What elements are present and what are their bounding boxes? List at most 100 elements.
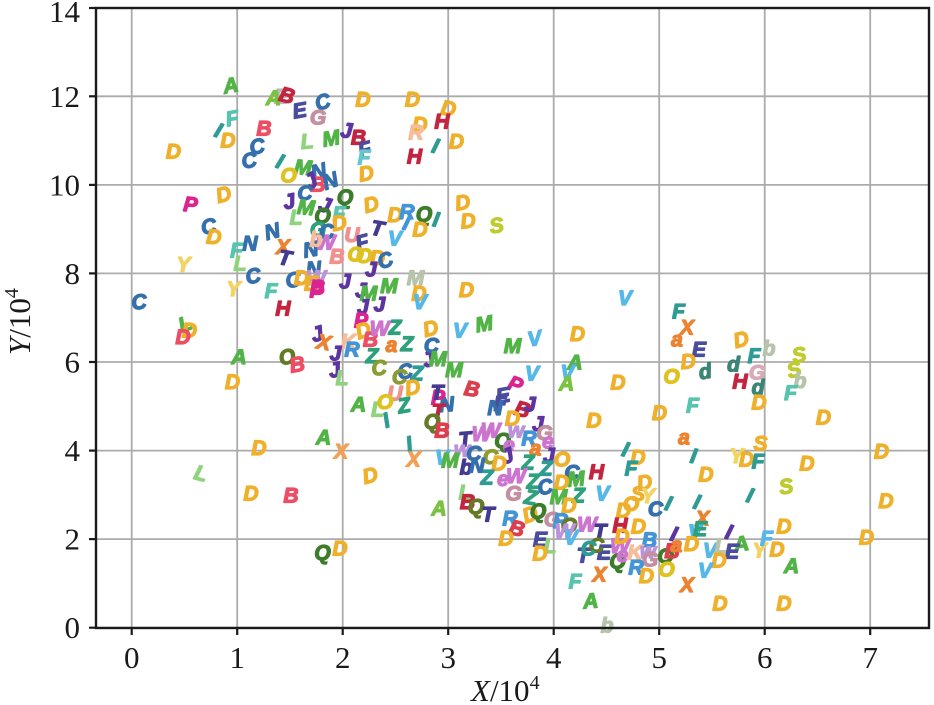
- svg-text:J: J: [543, 445, 556, 468]
- svg-text:C: C: [371, 356, 389, 380]
- svg-text:D: D: [776, 593, 791, 616]
- svg-text:b: b: [794, 370, 807, 393]
- svg-text:B: B: [462, 377, 481, 402]
- svg-text:D: D: [175, 326, 190, 349]
- svg-text:U: U: [344, 224, 360, 247]
- svg-text:S: S: [790, 343, 808, 368]
- svg-text:B: B: [434, 420, 449, 443]
- svg-text:C: C: [312, 89, 333, 115]
- svg-text:C: C: [297, 182, 313, 205]
- svg-text:C: C: [284, 268, 304, 293]
- svg-text:L: L: [371, 399, 384, 422]
- svg-text:D: D: [449, 131, 464, 154]
- svg-text:V: V: [525, 363, 541, 386]
- svg-text:S: S: [631, 483, 645, 506]
- svg-text:W: W: [370, 318, 392, 341]
- svg-text:M: M: [360, 283, 378, 306]
- svg-text:E: E: [725, 541, 740, 564]
- svg-text:b: b: [601, 615, 614, 638]
- svg-text:J: J: [365, 259, 378, 282]
- svg-text:d: d: [727, 354, 741, 377]
- svg-text:E: E: [274, 86, 289, 109]
- svg-text:D: D: [411, 283, 426, 306]
- svg-text:V: V: [564, 527, 580, 550]
- svg-text:J: J: [339, 271, 352, 294]
- svg-text:M: M: [445, 359, 463, 382]
- svg-text:P: P: [354, 310, 369, 333]
- svg-text:R: R: [399, 201, 415, 224]
- svg-text:C: C: [466, 443, 482, 466]
- svg-text:A: A: [558, 373, 574, 396]
- svg-text:D: D: [355, 89, 370, 112]
- svg-text:B: B: [642, 529, 657, 552]
- svg-text:H: H: [275, 298, 291, 321]
- svg-text:W: W: [610, 535, 632, 558]
- svg-text:E: E: [304, 273, 319, 296]
- svg-text:V: V: [560, 362, 576, 385]
- svg-text:D: D: [630, 447, 645, 470]
- svg-text:C: C: [564, 462, 580, 485]
- svg-text:M: M: [380, 275, 398, 298]
- svg-text:J: J: [524, 394, 537, 417]
- svg-text:4: 4: [546, 640, 562, 675]
- svg-text:V: V: [388, 228, 404, 251]
- svg-text:a: a: [530, 438, 542, 461]
- svg-text:6: 6: [65, 345, 81, 380]
- svg-text:E: E: [597, 542, 612, 565]
- svg-text:D: D: [731, 327, 752, 353]
- svg-text:M: M: [474, 312, 496, 338]
- svg-text:M: M: [441, 450, 459, 473]
- svg-text:L: L: [715, 535, 728, 558]
- svg-text:w: w: [508, 420, 526, 443]
- svg-text:0: 0: [124, 640, 140, 675]
- svg-text:D: D: [878, 490, 893, 513]
- svg-text:Z: Z: [521, 452, 536, 475]
- svg-text:X: X: [694, 508, 711, 531]
- svg-text:D: D: [387, 204, 402, 227]
- svg-text:X: X: [679, 574, 696, 597]
- svg-text:B: B: [664, 540, 679, 563]
- svg-text:D: D: [776, 516, 791, 539]
- svg-text:Y: Y: [641, 485, 657, 508]
- svg-text:D: D: [220, 130, 235, 153]
- svg-text:C: C: [581, 538, 597, 561]
- svg-text:D: D: [799, 453, 814, 476]
- svg-text:D: D: [711, 550, 726, 573]
- svg-text:e: e: [617, 544, 629, 567]
- svg-text:D: D: [652, 402, 667, 425]
- svg-text:C: C: [240, 148, 260, 173]
- svg-text:G: G: [310, 107, 326, 130]
- svg-text:F: F: [748, 345, 762, 368]
- svg-text:D: D: [570, 323, 585, 346]
- svg-text:H: H: [407, 146, 423, 169]
- svg-text:D: D: [684, 533, 699, 556]
- svg-text:V: V: [435, 447, 451, 470]
- svg-text:M: M: [407, 267, 425, 290]
- svg-text:B: B: [310, 174, 325, 197]
- svg-text:C: C: [244, 264, 264, 289]
- svg-text:O: O: [561, 515, 577, 538]
- svg-text:S: S: [777, 474, 795, 499]
- svg-text:b: b: [460, 457, 473, 480]
- svg-text:D: D: [816, 407, 831, 430]
- svg-text:F: F: [569, 571, 583, 594]
- svg-text:O: O: [658, 559, 674, 582]
- svg-text:D: D: [225, 371, 240, 394]
- svg-text:6: 6: [757, 640, 773, 675]
- svg-text:B: B: [512, 397, 533, 423]
- svg-text:D: D: [769, 539, 784, 562]
- svg-text:D: D: [460, 209, 477, 233]
- svg-text:S: S: [785, 358, 804, 384]
- svg-text:D: D: [554, 472, 569, 495]
- svg-text:H: H: [589, 461, 605, 484]
- svg-text:B: B: [310, 277, 325, 300]
- svg-text:10: 10: [49, 167, 80, 202]
- svg-text:F: F: [230, 240, 244, 263]
- svg-text:a: a: [671, 329, 683, 352]
- svg-text:D: D: [586, 410, 601, 433]
- svg-text:D: D: [639, 565, 654, 588]
- svg-text:L: L: [544, 535, 557, 558]
- svg-text:Y: Y: [176, 254, 192, 277]
- svg-text:7: 7: [862, 640, 878, 675]
- svg-text:Y/104: Y/104: [1, 288, 37, 355]
